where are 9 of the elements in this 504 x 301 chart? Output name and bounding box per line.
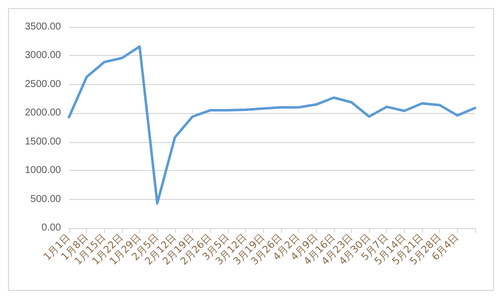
- y-tick-label: 2500.00: [24, 78, 62, 90]
- line-series: [68, 45, 476, 205]
- y-tick-label: 500.00: [30, 194, 62, 205]
- y-tick-label: 1500.00: [24, 136, 62, 148]
- y-tick-label: 2000.00: [24, 108, 62, 119]
- y-tick-label: 3500.00: [24, 22, 62, 32]
- y-tick-label: 0.00: [42, 222, 62, 234]
- y-tick-label: 3000.00: [24, 50, 62, 62]
- y-tick-label: 1000.00: [24, 165, 62, 176]
